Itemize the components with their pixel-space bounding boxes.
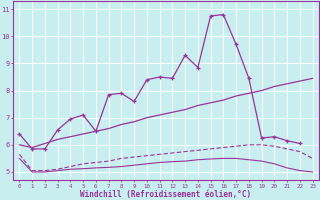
X-axis label: Windchill (Refroidissement éolien,°C): Windchill (Refroidissement éolien,°C) <box>80 190 252 199</box>
